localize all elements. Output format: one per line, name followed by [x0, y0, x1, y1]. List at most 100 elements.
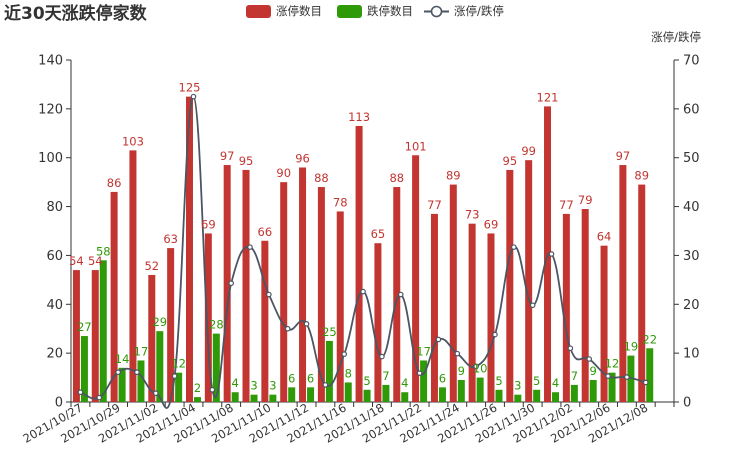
bar-limit-up — [525, 160, 533, 402]
y2-tick-label: 30 — [683, 249, 700, 264]
y-tick-label: 20 — [46, 347, 63, 362]
data-label-limit-down: 9 — [590, 364, 597, 378]
ratio-point — [247, 244, 253, 250]
ratio-point — [548, 251, 555, 257]
data-label-limit-up: 63 — [163, 232, 178, 246]
y-tick-label: 100 — [38, 151, 63, 166]
data-label-limit-up: 69 — [201, 217, 216, 231]
data-label-limit-up: 103 — [122, 134, 144, 148]
bar-limit-up — [91, 270, 99, 402]
data-label-limit-down: 3 — [269, 379, 276, 393]
data-label-limit-up: 77 — [559, 198, 574, 212]
data-label-limit-up: 95 — [503, 154, 518, 168]
bar-limit-down — [382, 384, 390, 402]
bar-limit-up — [355, 125, 363, 402]
ratio-point — [397, 291, 404, 298]
bar-limit-up — [487, 233, 495, 402]
bar-limit-down — [476, 377, 484, 402]
ratio-point — [171, 373, 178, 379]
y2-tick-label: 70 — [683, 54, 700, 69]
data-labels: 5427545886141031752296312125269289749536… — [69, 81, 657, 395]
data-label-limit-up: 89 — [634, 169, 649, 183]
ratio-point — [209, 386, 216, 393]
y-tick-label: 40 — [46, 298, 63, 313]
y-tick-label: 140 — [38, 54, 63, 69]
data-label-limit-up: 95 — [239, 154, 254, 168]
bar-limit-down — [495, 389, 503, 402]
data-label-limit-up: 99 — [521, 144, 536, 158]
bar-limit-up — [167, 248, 175, 402]
y-tick-label: 80 — [46, 200, 63, 215]
bar-limit-down — [344, 382, 352, 402]
ratio-point — [379, 353, 385, 360]
ratio-point — [642, 379, 649, 386]
data-label-limit-down: 14 — [115, 352, 130, 366]
ratio-point — [567, 345, 574, 352]
bar-limit-up — [336, 211, 344, 402]
ratio-point — [360, 288, 366, 295]
data-label-limit-down: 4 — [401, 376, 408, 390]
data-label-limit-down: 10 — [473, 362, 488, 376]
bar-limit-up — [506, 169, 514, 402]
data-label-limit-down: 19 — [624, 340, 639, 354]
ratio-line — [77, 93, 649, 409]
legend-label-limit-down: 跌停数目 — [367, 4, 413, 18]
bar-limit-down — [457, 380, 465, 402]
data-label-limit-up: 97 — [616, 149, 631, 163]
bar-limit-down — [608, 372, 616, 402]
bar-limit-down — [533, 389, 541, 402]
ratio-point — [624, 374, 630, 380]
data-label-limit-down: 4 — [552, 376, 559, 390]
data-label-limit-up: 77 — [427, 198, 442, 212]
data-label-limit-up: 65 — [371, 227, 386, 241]
data-label-limit-down: 2 — [194, 381, 201, 395]
ratio-point — [322, 382, 329, 388]
y2-tick-label: 0 — [683, 396, 691, 411]
ratio-point — [152, 390, 159, 397]
bars — [72, 96, 654, 403]
data-label-limit-down: 27 — [77, 320, 92, 334]
bar-limit-down — [646, 348, 654, 402]
chart-title: 近30天涨跌停家数 — [4, 3, 148, 24]
data-label-limit-up: 79 — [578, 193, 593, 207]
bar-limit-up — [72, 270, 80, 402]
bar-limit-up — [185, 96, 193, 403]
bar-limit-up — [619, 165, 627, 402]
data-label-limit-up: 90 — [276, 166, 291, 180]
y-tick-label: 0 — [55, 396, 63, 411]
legend: 涨停数目 跌停数目 涨停/跌停 — [246, 4, 504, 18]
ratio-point — [115, 369, 121, 375]
bar-limit-up — [562, 213, 570, 402]
bar-limit-down — [589, 380, 597, 402]
ratio-point — [511, 244, 517, 250]
bar-limit-down — [231, 392, 239, 402]
bar-limit-down — [438, 387, 446, 402]
data-label-limit-down: 3 — [514, 379, 521, 393]
bar-limit-up — [430, 213, 438, 402]
y-tick-label: 120 — [38, 102, 63, 117]
data-label-limit-up: 121 — [537, 90, 559, 104]
ratio-point — [416, 370, 423, 376]
data-label-limit-down: 25 — [322, 325, 337, 339]
ratio-point — [341, 351, 348, 357]
data-label-limit-up: 101 — [405, 139, 427, 153]
bar-limit-up — [393, 187, 401, 402]
bar-limit-up — [280, 182, 288, 402]
bar-limit-down — [420, 360, 428, 402]
data-label-limit-up: 52 — [144, 259, 159, 273]
bar-limit-up — [581, 209, 589, 402]
data-label-limit-up: 54 — [88, 254, 103, 268]
bar-limit-up — [412, 155, 420, 402]
bar-limit-up — [261, 240, 269, 402]
y-tick-label: 60 — [46, 249, 63, 264]
data-label-limit-up: 88 — [314, 171, 329, 185]
data-label-limit-up: 97 — [220, 149, 235, 163]
y2-tick-label: 60 — [683, 102, 700, 117]
right-axis-name: 涨停/跌停 — [651, 30, 701, 44]
data-label-limit-up: 88 — [389, 171, 404, 185]
bar-limit-up — [148, 274, 156, 402]
legend-label-ratio: 涨停/跌停 — [454, 4, 504, 18]
bar-limit-up — [374, 243, 382, 402]
